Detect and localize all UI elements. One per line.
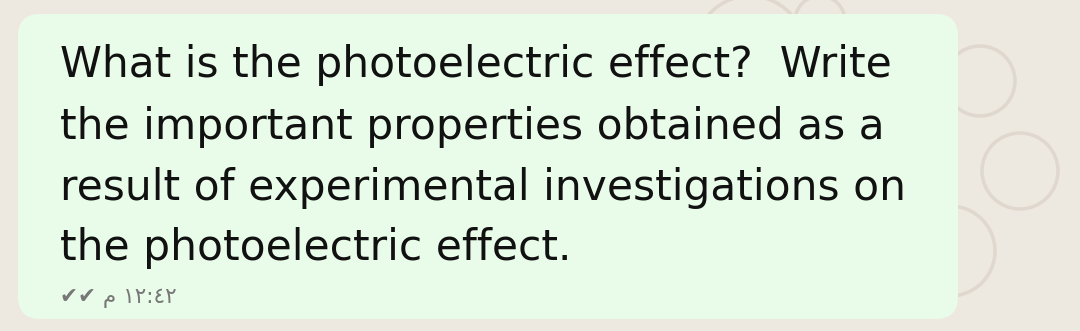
Text: ✔✔ م ١٢:٤٢: ✔✔ م ١٢:٤٢ xyxy=(60,288,177,308)
Text: the important properties obtained as a: the important properties obtained as a xyxy=(60,106,885,148)
Text: result of experimental investigations on: result of experimental investigations on xyxy=(60,167,906,209)
Text: the photoelectric effect.: the photoelectric effect. xyxy=(60,227,571,269)
FancyBboxPatch shape xyxy=(18,14,958,319)
Text: What is the photoelectric effect?  Write: What is the photoelectric effect? Write xyxy=(60,44,892,86)
